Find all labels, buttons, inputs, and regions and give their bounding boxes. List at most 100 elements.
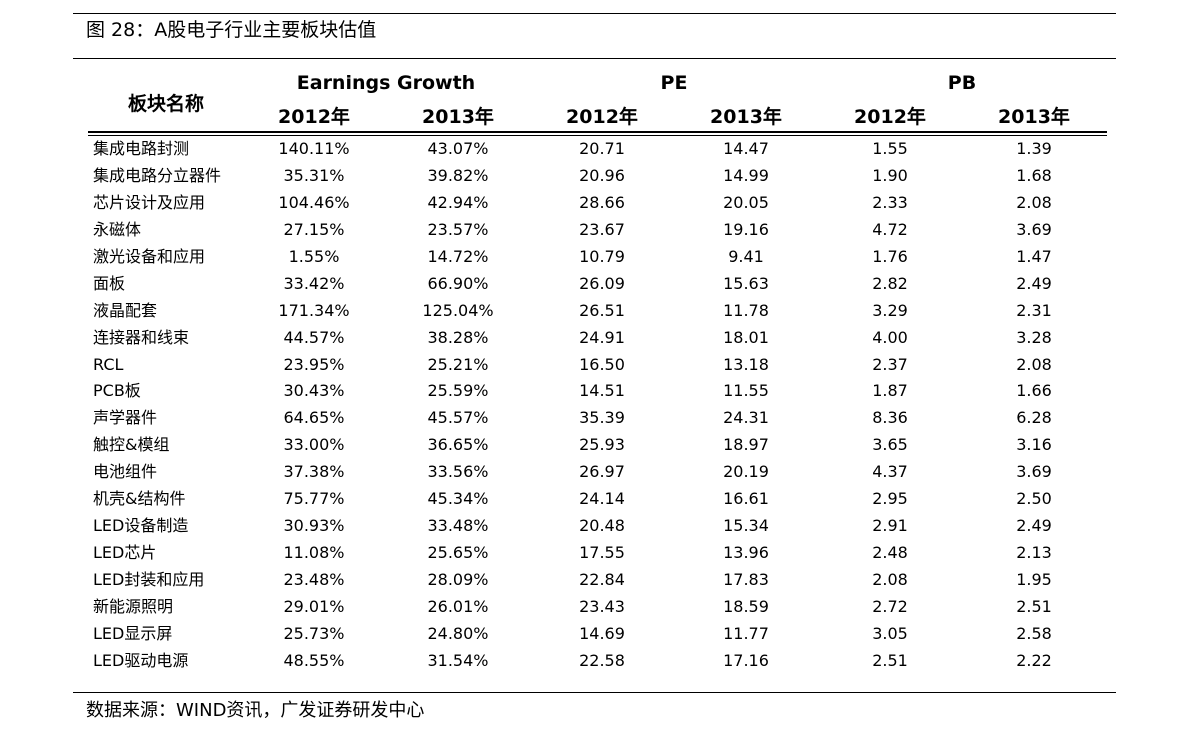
row-name: 连接器和线束: [93, 327, 190, 347]
year-header: 2012年: [278, 106, 350, 128]
eg-2013-cell: 25.21%: [427, 354, 489, 374]
header-rule-thin: [88, 135, 1107, 136]
row-name: 永磁体: [93, 219, 142, 239]
eg-2012-cell: 33.42%: [283, 273, 345, 293]
pe-2012-cell: 14.51: [579, 381, 625, 401]
table-row: LED显示屏 25.73% 24.80% 14.69 11.77 3.05 2.58: [0, 621, 1191, 648]
eg-2012-cell: 64.65%: [283, 408, 345, 428]
figure-title: A股电子行业主要板块估值: [154, 19, 377, 41]
pe-2013-cell: 14.47: [723, 139, 769, 158]
pb-2012-cell: 4.37: [872, 462, 908, 482]
eg-2013-cell: 25.65%: [427, 543, 489, 563]
year-header: 2012年: [854, 106, 926, 128]
pb-2012-cell: 3.65: [872, 435, 908, 455]
pe-2012-cell: 26.97: [579, 462, 625, 482]
pb-2012-cell: 2.08: [872, 570, 908, 589]
table-row: RCL 23.95% 25.21% 16.50 13.18 2.37 2.08: [0, 352, 1191, 379]
bottom-rule: [73, 692, 1116, 693]
pb-2012-cell: 2.91: [872, 516, 908, 536]
eg-2013-cell: 43.07%: [427, 139, 489, 158]
table-row: LED驱动电源 48.55% 31.54% 22.58 17.16 2.51 2.22: [0, 648, 1191, 675]
year-header: 2013年: [422, 106, 494, 128]
row-name: 集成电路分立器件: [93, 165, 222, 185]
eg-2012-cell: 23.48%: [283, 570, 345, 589]
eg-2012-cell: 48.55%: [283, 650, 345, 670]
row-name: RCL: [93, 354, 124, 374]
table-row: 激光设备和应用 1.55% 14.72% 10.79 9.41 1.76 1.47: [0, 244, 1191, 271]
pb-2012-cell: 2.95: [872, 489, 908, 509]
eg-2013-cell: 45.34%: [427, 489, 489, 509]
eg-2013-cell: 14.72%: [427, 246, 489, 266]
group-header-pb: PB: [947, 72, 977, 94]
pb-2013-cell: 2.31: [1016, 300, 1052, 320]
pb-2013-cell: 2.22: [1016, 650, 1052, 670]
pb-2012-cell: 2.82: [872, 273, 908, 293]
pe-2012-cell: 20.48: [579, 516, 625, 536]
pb-2013-cell: 2.08: [1016, 192, 1052, 212]
pb-2012-cell: 2.33: [872, 192, 908, 212]
row-name: 面板: [93, 273, 126, 293]
eg-2013-cell: 33.48%: [427, 516, 489, 536]
table-row: 面板 33.42% 66.90% 26.09 15.63 2.82 2.49: [0, 271, 1191, 298]
table-row: 液晶配套 171.34% 125.04% 26.51 11.78 3.29 2.31: [0, 298, 1191, 325]
eg-2012-cell: 30.43%: [283, 381, 345, 401]
row-name: 集成电路封测: [93, 139, 190, 158]
pe-2012-cell: 35.39: [579, 408, 625, 428]
eg-2012-cell: 11.08%: [283, 543, 345, 563]
eg-2012-cell: 35.31%: [283, 165, 345, 185]
pe-2013-cell: 11.77: [723, 623, 769, 643]
pe-2012-cell: 23.43: [579, 596, 625, 616]
table-row: 芯片设计及应用 104.46% 42.94% 28.66 20.05 2.33 2.08: [0, 190, 1191, 217]
pe-2013-cell: 18.59: [723, 596, 769, 616]
pe-2012-cell: 28.66: [579, 192, 625, 212]
table-row: 电池组件 37.38% 33.56% 26.97 20.19 4.37 3.69: [0, 459, 1191, 486]
eg-2012-cell: 33.00%: [283, 435, 345, 455]
eg-2012-cell: 27.15%: [283, 219, 345, 239]
eg-2012-cell: 171.34%: [278, 300, 350, 320]
pe-2012-cell: 22.84: [579, 570, 625, 589]
pe-2012-cell: 20.96: [579, 165, 625, 185]
row-name: 电池组件: [93, 462, 158, 482]
pe-2013-cell: 24.31: [723, 408, 769, 428]
row-name: LED封装和应用: [93, 570, 205, 589]
pe-2013-cell: 18.97: [723, 435, 769, 455]
year-header: 2013年: [998, 106, 1070, 128]
eg-2012-cell: 140.11%: [278, 139, 350, 158]
pb-2013-cell: 3.69: [1016, 219, 1052, 239]
eg-2013-cell: 66.90%: [427, 273, 489, 293]
pb-2012-cell: 4.00: [872, 327, 908, 347]
row-name: LED驱动电源: [93, 650, 189, 670]
pe-2013-cell: 18.01: [723, 327, 769, 347]
pe-2012-cell: 10.79: [579, 246, 625, 266]
table-row: 连接器和线束 44.57% 38.28% 24.91 18.01 4.00 3.28: [0, 325, 1191, 352]
row-name: LED设备制造: [93, 516, 189, 536]
table-row: 永磁体 27.15% 23.57% 23.67 19.16 4.72 3.69: [0, 217, 1191, 244]
pe-2012-cell: 24.14: [579, 489, 625, 509]
pb-2013-cell: 1.95: [1016, 570, 1052, 589]
eg-2012-cell: 30.93%: [283, 516, 345, 536]
pe-2012-cell: 14.69: [579, 623, 625, 643]
pe-2013-cell: 19.16: [723, 219, 769, 239]
pb-2013-cell: 2.13: [1016, 543, 1052, 563]
pb-2013-cell: 1.39: [1016, 139, 1052, 158]
row-name: 芯片设计及应用: [93, 192, 206, 212]
pb-2012-cell: 8.36: [872, 408, 908, 428]
table-row: 触控&模组 33.00% 36.65% 25.93 18.97 3.65 3.16: [0, 432, 1191, 459]
pb-2013-cell: 2.49: [1016, 273, 1052, 293]
row-name: 机壳&结构件: [93, 489, 186, 509]
row-name: PCB板: [93, 381, 141, 401]
pb-2012-cell: 3.29: [872, 300, 908, 320]
pb-2012-cell: 2.48: [872, 543, 908, 563]
row-name: 声学器件: [93, 408, 158, 428]
pe-2013-cell: 9.41: [728, 246, 764, 266]
table-row: 集成电路封测 140.11% 43.07% 20.71 14.47 1.55 1.39: [0, 136, 1191, 163]
eg-2013-cell: 25.59%: [427, 381, 489, 401]
figure-caption: 图 28：A股电子行业主要板块估值: [86, 18, 376, 42]
year-header: 2012年: [566, 106, 638, 128]
pb-2012-cell: 1.55: [872, 139, 908, 158]
pe-2013-cell: 11.78: [723, 300, 769, 320]
eg-2012-cell: 25.73%: [283, 623, 345, 643]
table-row: LED芯片 11.08% 25.65% 17.55 13.96 2.48 2.13: [0, 540, 1191, 567]
pb-2013-cell: 1.66: [1016, 381, 1052, 401]
eg-2013-cell: 23.57%: [427, 219, 489, 239]
